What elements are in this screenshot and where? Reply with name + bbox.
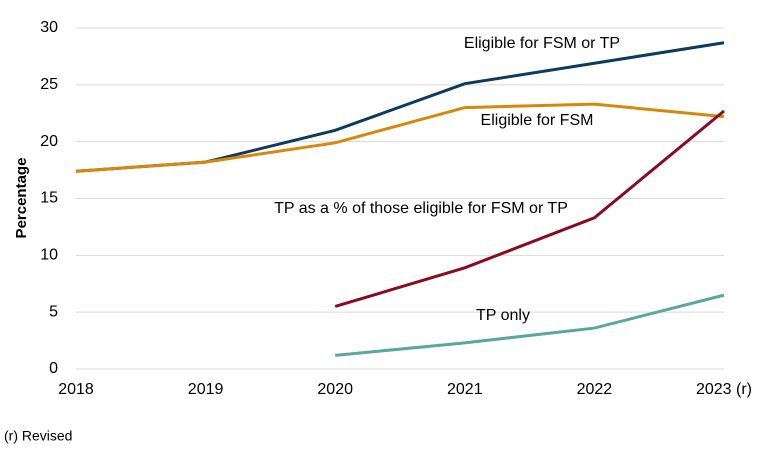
x-tick-label: 2021: [447, 381, 483, 398]
series-line: [75, 102, 725, 173]
series-line: [334, 109, 725, 308]
x-tick-label: 2020: [317, 381, 353, 398]
series-line: [335, 293, 725, 357]
y-axis-label: Percentage: [13, 158, 30, 239]
y-tick-label: 0: [49, 360, 58, 377]
x-tick-label: 2022: [577, 381, 613, 398]
footnote: (r) Revised: [4, 428, 72, 444]
x-tick-label: 2019: [188, 381, 224, 398]
series-label: TP only: [476, 307, 530, 324]
x-tick-label: 2018: [58, 381, 94, 398]
series-label: TP as a % of those eligible for FSM or T…: [274, 200, 568, 217]
y-tick-label: 15: [40, 190, 58, 207]
y-tick-label: 25: [40, 76, 58, 93]
y-tick-label: 20: [40, 133, 58, 150]
y-tick-label: 30: [40, 19, 58, 36]
y-tick-label: 5: [49, 303, 58, 320]
y-tick-label: 10: [40, 247, 58, 264]
series-label: Eligible for FSM or TP: [464, 35, 620, 52]
x-tick-label: 2023 (r): [696, 381, 752, 398]
series-label: Eligible for FSM: [481, 112, 594, 129]
